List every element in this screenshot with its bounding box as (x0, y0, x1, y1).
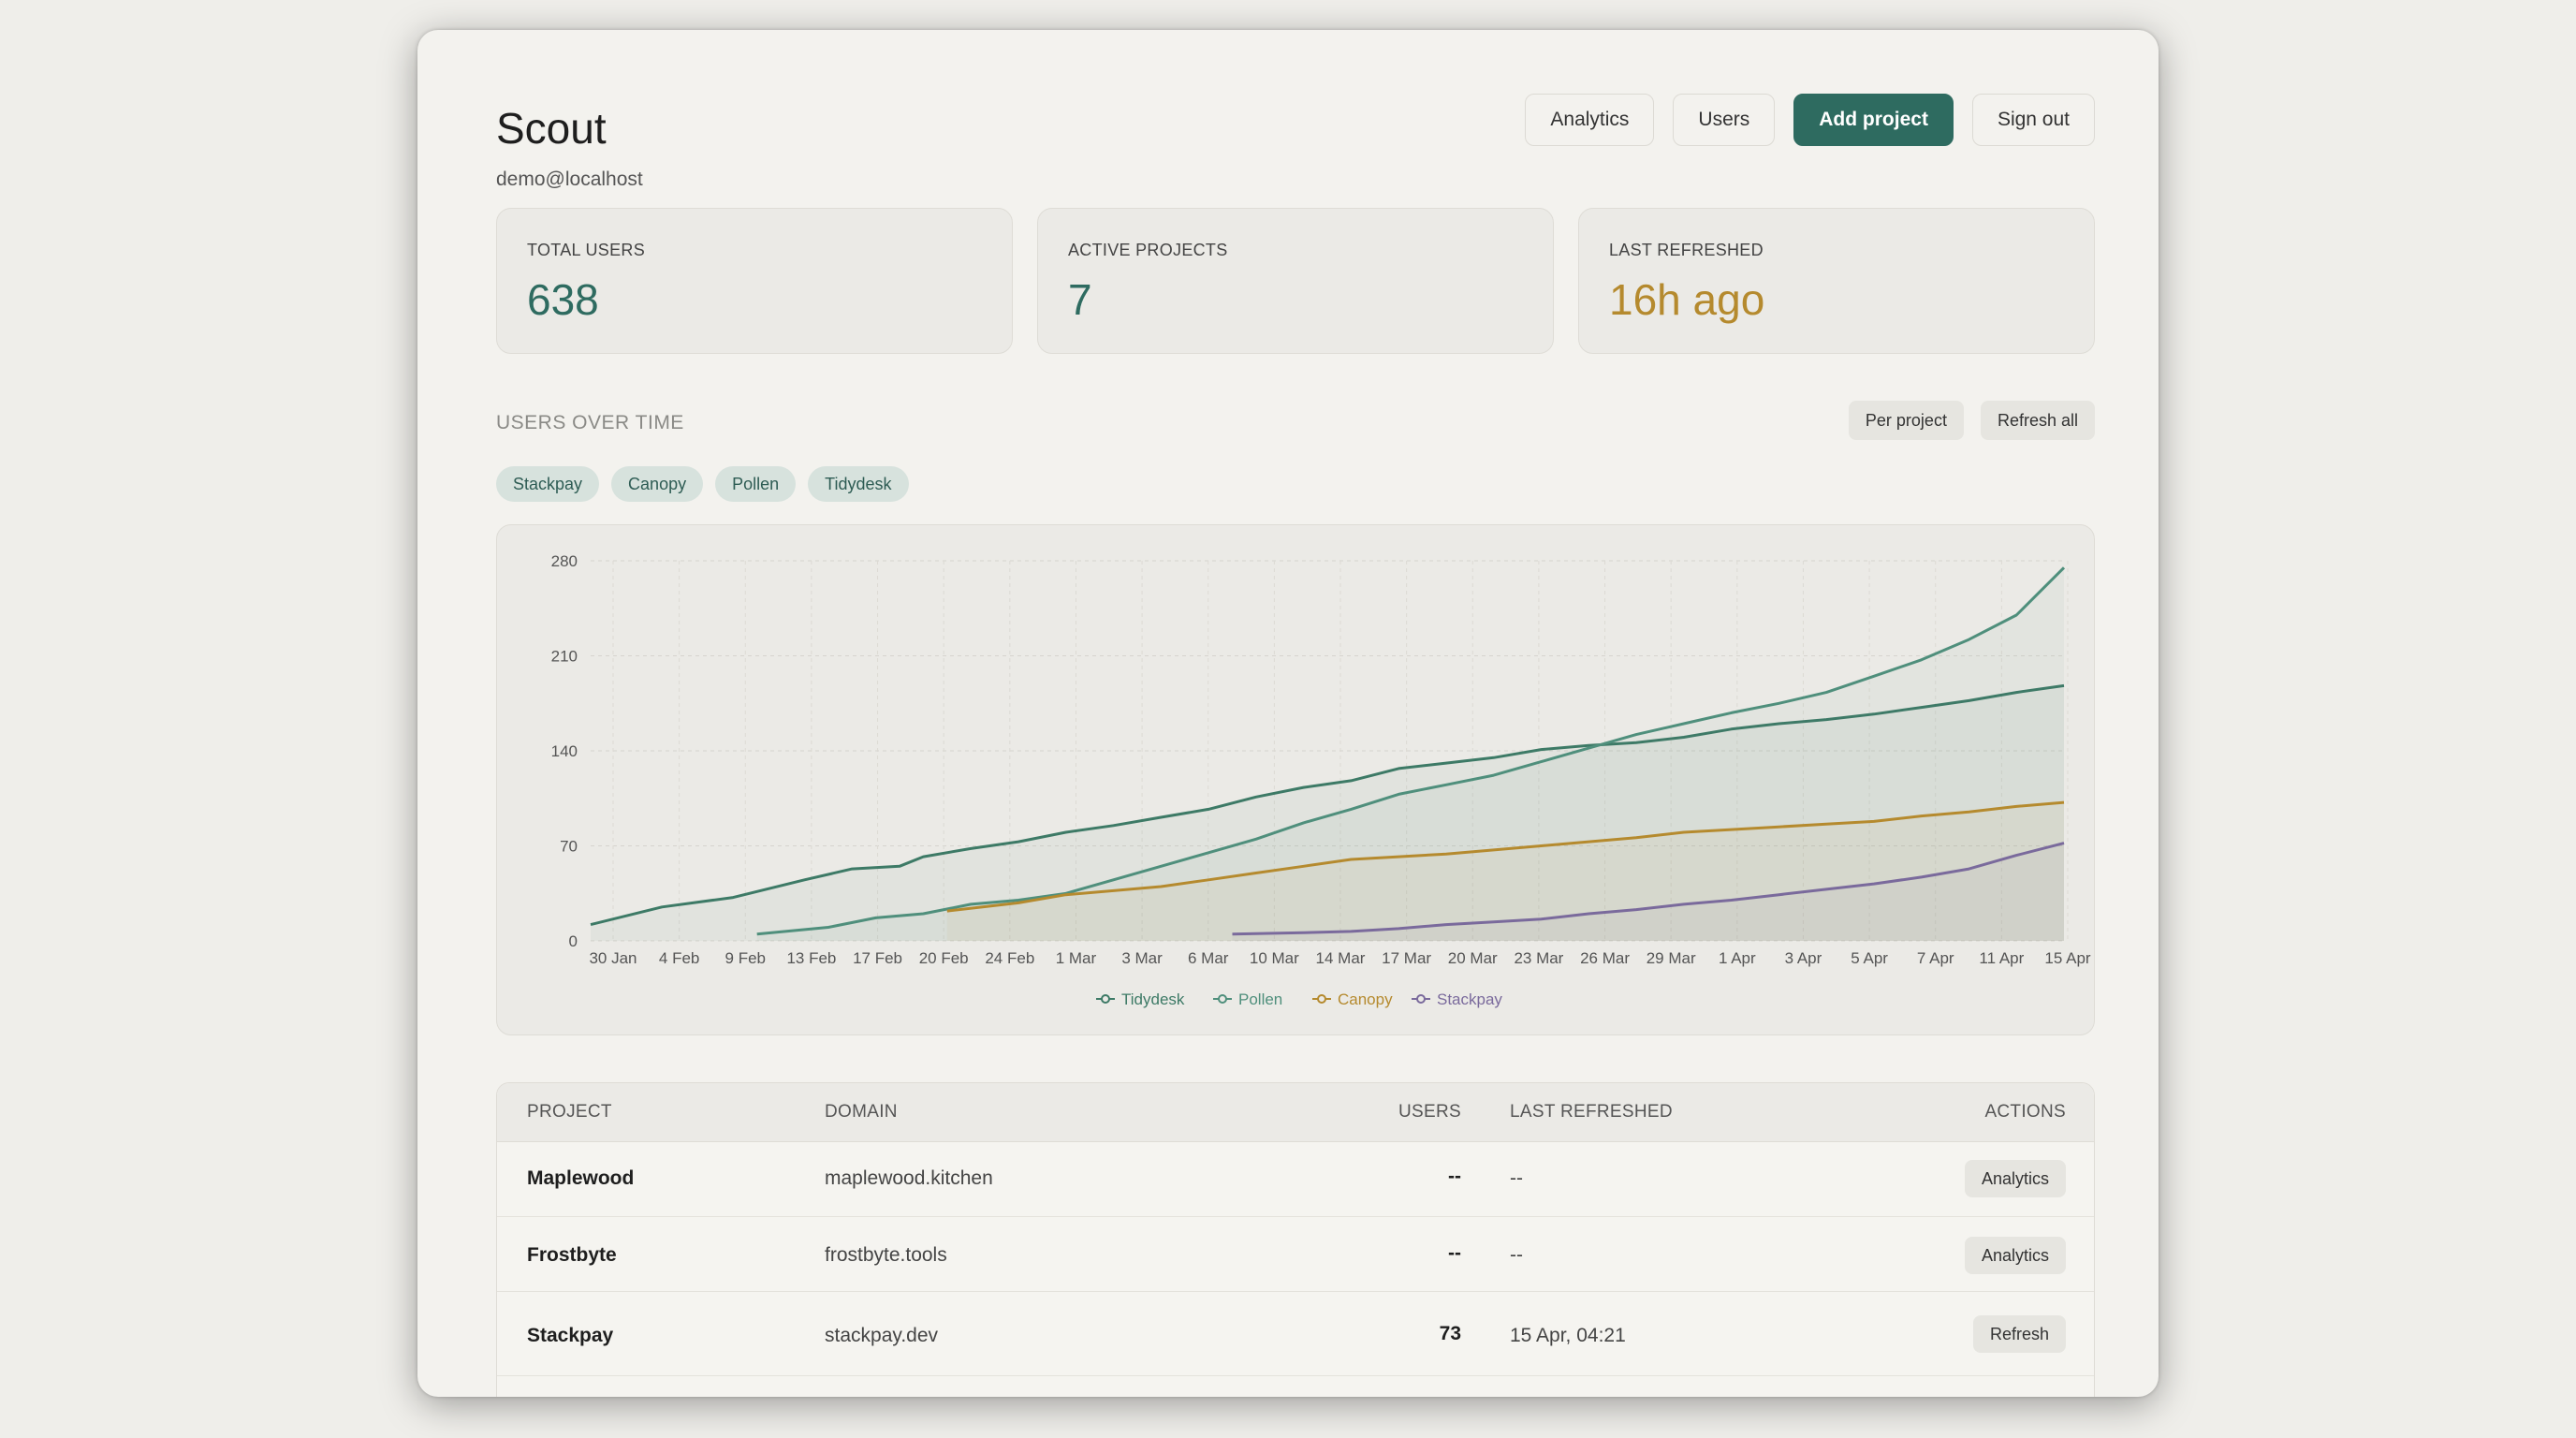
stat-card-last-refreshed: LAST REFRESHED 16h ago (1578, 208, 2095, 354)
per-project-button[interactable]: Per project (1848, 401, 1964, 440)
x-tick-label: 5 Apr (1851, 949, 1888, 967)
x-tick-label: 10 Mar (1250, 949, 1299, 967)
header-last-refreshed: LAST REFRESHED (1510, 1102, 1673, 1122)
analytics-button[interactable]: Analytics (1525, 94, 1655, 146)
legend-dot (1317, 994, 1326, 1004)
legend-label: Canopy (1338, 990, 1393, 1008)
header-domain: DOMAIN (825, 1102, 898, 1122)
y-tick-label: 0 (569, 932, 578, 950)
x-tick-label: 1 Mar (1056, 949, 1097, 967)
x-tick-label: 13 Feb (786, 949, 836, 967)
stat-label: LAST REFRESHED (1609, 241, 1764, 259)
x-tick-label: 29 Mar (1647, 949, 1696, 967)
stat-value: 638 (527, 275, 599, 324)
series-area-canopy (946, 802, 2064, 941)
series-area-pollen (756, 567, 2065, 941)
x-tick-label: 17 Mar (1382, 949, 1431, 967)
row-analytics-button[interactable]: Analytics (1964, 1160, 2066, 1197)
stat-value: 16h ago (1609, 275, 1765, 324)
chip-stackpay[interactable]: Stackpay (496, 466, 600, 502)
top-nav: Analytics Users Add project Sign out (1525, 94, 2095, 146)
refresh-all-button[interactable]: Refresh all (1980, 401, 2095, 440)
series-line-tidydesk (590, 683, 2065, 927)
series-area-stackpay (1232, 843, 2064, 941)
chip-canopy[interactable]: Canopy (611, 466, 704, 502)
project-name: Frostbyte (527, 1244, 617, 1266)
project-name: Maplewood (527, 1167, 635, 1189)
chip-tidydesk[interactable]: Tidydesk (808, 466, 909, 502)
section-actions: Per project Refresh all (1848, 401, 2095, 440)
x-tick-label: 20 Feb (919, 949, 969, 967)
x-tick-label: 24 Feb (985, 949, 1034, 967)
add-project-button[interactable]: Add project (1793, 94, 1954, 146)
app-window: Scout demo@localhost Analytics Users Add… (417, 30, 2159, 1397)
current-user-email: demo@localhost (496, 169, 643, 190)
chart-svg: 0 70 140 210 280 30 Jan 4 Feb 9 Feb 13 Feb 17 Feb… (551, 552, 2091, 1008)
series-line-canopy (946, 800, 2065, 913)
stat-label: TOTAL USERS (527, 241, 645, 259)
project-users: -- (1448, 1166, 1461, 1187)
project-last-refreshed: -- (1510, 1244, 1523, 1266)
project-name: Stackpay (527, 1325, 614, 1346)
legend-label: Tidydesk (1121, 990, 1185, 1008)
header-project: PROJECT (527, 1102, 612, 1122)
x-tick-label: 1 Apr (1719, 949, 1756, 967)
header-actions: ACTIONS (1984, 1102, 2066, 1122)
row-analytics-button[interactable]: Analytics (1964, 1237, 2066, 1274)
project-users: -- (1448, 1242, 1461, 1264)
x-tick-label: 4 Feb (659, 949, 699, 967)
row-refresh-button[interactable]: Refresh (1972, 1315, 2066, 1353)
x-tick-label: 17 Feb (853, 949, 902, 967)
x-tick-label: 7 Apr (1917, 949, 1954, 967)
y-tick-label: 210 (551, 648, 578, 666)
x-tick-label: 26 Mar (1580, 949, 1630, 967)
legend-dot (1218, 994, 1227, 1004)
sign-out-button[interactable]: Sign out (1971, 94, 2095, 146)
x-tick-label: 14 Mar (1316, 949, 1366, 967)
table-row: Frostbyte frostbyte.tools -- -- Analytic… (497, 1216, 2094, 1292)
project-domain: maplewood.kitchen (825, 1167, 993, 1189)
header-users: USERS (1398, 1102, 1461, 1122)
stat-card-active-projects: ACTIVE PROJECTS 7 (1037, 208, 1554, 354)
x-tick-label: 23 Mar (1514, 949, 1563, 967)
chip-pollen[interactable]: Pollen (715, 466, 797, 502)
x-tick-label: 9 Feb (725, 949, 766, 967)
project-last-refreshed: 15 Apr, 04:21 (1510, 1325, 1626, 1346)
app-title: Scout (496, 104, 607, 153)
stat-value: 7 (1068, 275, 1092, 324)
project-users: 73 (1439, 1323, 1461, 1344)
x-tick-label: 30 Jan (589, 949, 637, 967)
y-tick-label: 280 (551, 552, 578, 570)
table-row: Stackpay stackpay.dev 73 15 Apr, 04:21 R… (497, 1291, 2094, 1376)
table-header: PROJECT DOMAIN USERS LAST REFRESHED ACTI… (497, 1083, 2094, 1142)
dashboard: Scout demo@localhost Analytics Users Add… (496, 30, 2095, 1397)
x-tick-label: 20 Mar (1448, 949, 1498, 967)
x-tick-label: 3 Mar (1121, 949, 1163, 967)
x-tick-label: 15 Apr (2044, 949, 2090, 967)
x-tick-label: 6 Mar (1188, 949, 1229, 967)
legend-dot (1416, 994, 1426, 1004)
stats-row: TOTAL USERS 638 ACTIVE PROJECTS 7 LAST R… (496, 208, 2095, 354)
users-over-time-chart: 0 70 140 210 280 30 Jan 4 Feb 9 Feb 13 Feb 17 Feb… (496, 524, 2095, 1035)
users-button[interactable]: Users (1673, 94, 1776, 146)
section-title: USERS OVER TIME (496, 412, 684, 433)
series-area-tidydesk (591, 685, 2064, 941)
y-tick-label: 70 (560, 838, 578, 856)
series-line-stackpay (1232, 842, 2065, 936)
stat-card-total-users: TOTAL USERS 638 (496, 208, 1013, 354)
y-tick-label: 140 (551, 742, 578, 760)
legend-label: Pollen (1238, 990, 1282, 1008)
series-line-pollen (756, 566, 2066, 936)
stat-label: ACTIVE PROJECTS (1068, 241, 1228, 259)
legend-dot (1101, 994, 1110, 1004)
x-tick-label: 11 Apr (1979, 949, 2024, 967)
project-filter-chips: Stackpay Canopy Pollen Tidydesk (496, 466, 909, 502)
x-tick-label: 3 Apr (1785, 949, 1822, 967)
legend-label: Stackpay (1437, 990, 1502, 1008)
project-domain: stackpay.dev (825, 1325, 939, 1346)
table-row: Maplewood maplewood.kitchen -- -- Analyt… (497, 1141, 2094, 1217)
project-last-refreshed: -- (1510, 1167, 1523, 1189)
projects-table: PROJECT DOMAIN USERS LAST REFRESHED ACTI… (496, 1082, 2095, 1397)
project-domain: frostbyte.tools (825, 1244, 947, 1266)
